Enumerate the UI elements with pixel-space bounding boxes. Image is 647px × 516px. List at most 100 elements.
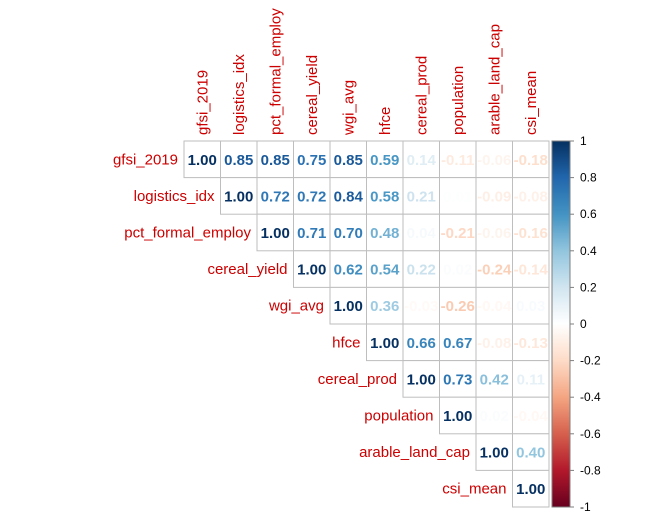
- cell-value: 0.84: [334, 188, 364, 205]
- cell-value: 0.85: [261, 152, 290, 169]
- row-label: csi_mean: [442, 481, 506, 498]
- column-label: cereal_prod: [413, 56, 430, 135]
- cell-pct_formal_employ-hfce: [366, 213, 404, 252]
- cell-value: 0.72: [297, 188, 326, 205]
- row-label: cereal_prod: [318, 371, 397, 388]
- cell-wgi_avg-wgi_avg: [329, 286, 367, 325]
- cell-value: 0.11: [517, 371, 545, 388]
- cell-value: -0.26: [441, 298, 475, 315]
- cell-hfce-csi_mean: [512, 323, 550, 362]
- cell-value: 0.21: [407, 188, 436, 205]
- legend-tick-label: -0.8: [580, 463, 601, 477]
- cell-value: 1.00: [334, 298, 363, 315]
- cell-value: -0.08: [477, 335, 511, 352]
- column-label: population: [450, 66, 467, 135]
- cell-cereal_prod-arable_land_cap: [475, 360, 513, 398]
- cell-value: 1.00: [261, 225, 290, 242]
- cell-value: 1.00: [224, 188, 253, 205]
- row-label: arable_land_cap: [359, 444, 470, 461]
- column-label: csi_mean: [523, 71, 540, 135]
- cell-value: 0.36: [370, 298, 399, 315]
- cell-hfce-cereal_prod: [402, 323, 440, 362]
- cell-value: 1.00: [480, 445, 509, 462]
- cell-pct_formal_employ-pct_formal_employ: [256, 213, 294, 252]
- cell-value: -0.04: [477, 298, 512, 315]
- cell-wgi_avg-arable_land_cap: [475, 286, 513, 325]
- column-label: hfce: [377, 107, 394, 135]
- cell-wgi_avg-cereal_prod: [402, 286, 440, 325]
- cell-value: -0.18: [514, 152, 548, 169]
- cell-value: 0.02: [443, 262, 472, 279]
- cell-wgi_avg-csi_mean: [512, 286, 550, 325]
- cell-value: 1.00: [407, 371, 436, 388]
- column-label: pct_formal_employ: [267, 8, 284, 135]
- color-legend-bar: [551, 140, 571, 508]
- heatmap-cells: 1.00 0.85 0.85 0.75 0.85 0.59 0.14 -0.11 -0.06 -0…: [183, 140, 550, 508]
- cell-value: 0.40: [516, 445, 545, 462]
- column-label: cereal_yield: [304, 55, 321, 135]
- legend-tick-label: -0.6: [580, 427, 601, 441]
- cell-csi_mean-csi_mean: [512, 469, 550, 508]
- cell-value: 1.00: [297, 262, 326, 279]
- cell-value: 1.00: [443, 408, 472, 425]
- cell-value: 0.66: [407, 335, 436, 352]
- cell-gfsi_2019-pct_formal_employ: [256, 140, 294, 179]
- cell-cereal_prod-csi_mean: [512, 360, 550, 398]
- cell-hfce-hfce: [366, 323, 404, 362]
- cell-value: 0.70: [334, 225, 363, 242]
- cell-value: 0.01: [443, 188, 472, 205]
- cell-gfsi_2019-wgi_avg: [329, 140, 367, 179]
- column-label: logistics_idx: [231, 54, 248, 135]
- cell-pct_formal_employ-csi_mean: [512, 213, 550, 252]
- cell-cereal_yield-wgi_avg: [329, 250, 367, 288]
- legend-tick-label: 0.4: [580, 244, 597, 258]
- cell-gfsi_2019-population: [439, 140, 477, 179]
- cell-value: -0.13: [514, 335, 548, 352]
- cell-value: -0.21: [441, 225, 475, 242]
- row-label: cereal_yield: [207, 261, 287, 278]
- cell-value: -0.03: [404, 298, 438, 315]
- cell-hfce-arable_land_cap: [475, 323, 513, 362]
- legend-tick-label: 0.2: [580, 280, 597, 294]
- cell-value: 0.54: [370, 262, 400, 279]
- cell-pct_formal_employ-arable_land_cap: [475, 213, 513, 252]
- cell-value: 1.00: [188, 152, 217, 169]
- cell-wgi_avg-population: [439, 286, 477, 325]
- cell-logistics_idx-arable_land_cap: [475, 177, 513, 215]
- cell-logistics_idx-population: [439, 177, 477, 215]
- legend-tick-label: 1: [580, 134, 587, 148]
- cell-value: -0.06: [477, 225, 511, 242]
- legend-tick-label: -0.2: [580, 354, 601, 368]
- cell-value: -0.06: [477, 152, 511, 169]
- cell-value: 0.71: [297, 225, 326, 242]
- row-label: hfce: [332, 334, 360, 351]
- legend-tick-label: 0.6: [580, 207, 597, 221]
- row-label: wgi_avg: [268, 298, 324, 315]
- cell-logistics_idx-cereal_yield: [293, 177, 331, 215]
- cell-value: 1.00: [516, 481, 545, 498]
- cell-value: -0.14: [514, 262, 549, 279]
- cell-logistics_idx-wgi_avg: [329, 177, 367, 215]
- column-label: arable_land_cap: [486, 24, 503, 135]
- row-label: gfsi_2019: [113, 151, 178, 168]
- cell-value: 0.03: [516, 298, 545, 315]
- cell-value: 0.14: [407, 152, 437, 169]
- cell-value: -0.04: [514, 408, 549, 425]
- cell-arable_land_cap-arable_land_cap: [475, 433, 513, 471]
- legend-tick-label: -0.4: [580, 390, 601, 404]
- cell-value: -0.08: [514, 188, 548, 205]
- cell-logistics_idx-csi_mean: [512, 177, 550, 215]
- row-label: population: [364, 408, 433, 425]
- cell-value: 0.85: [224, 152, 253, 169]
- legend-tick-label: 0.8: [580, 171, 597, 185]
- column-label: wgi_avg: [340, 80, 357, 136]
- cell-value: 0.73: [443, 371, 472, 388]
- cell-value: 0.04: [407, 225, 437, 242]
- row-label: logistics_idx: [134, 188, 215, 205]
- cell-gfsi_2019-csi_mean: [512, 140, 550, 179]
- cell-value: 0.59: [370, 152, 399, 169]
- cell-pct_formal_employ-population: [439, 213, 477, 252]
- cell-cereal_prod-population: [439, 360, 477, 398]
- cell-value: 0.22: [407, 262, 436, 279]
